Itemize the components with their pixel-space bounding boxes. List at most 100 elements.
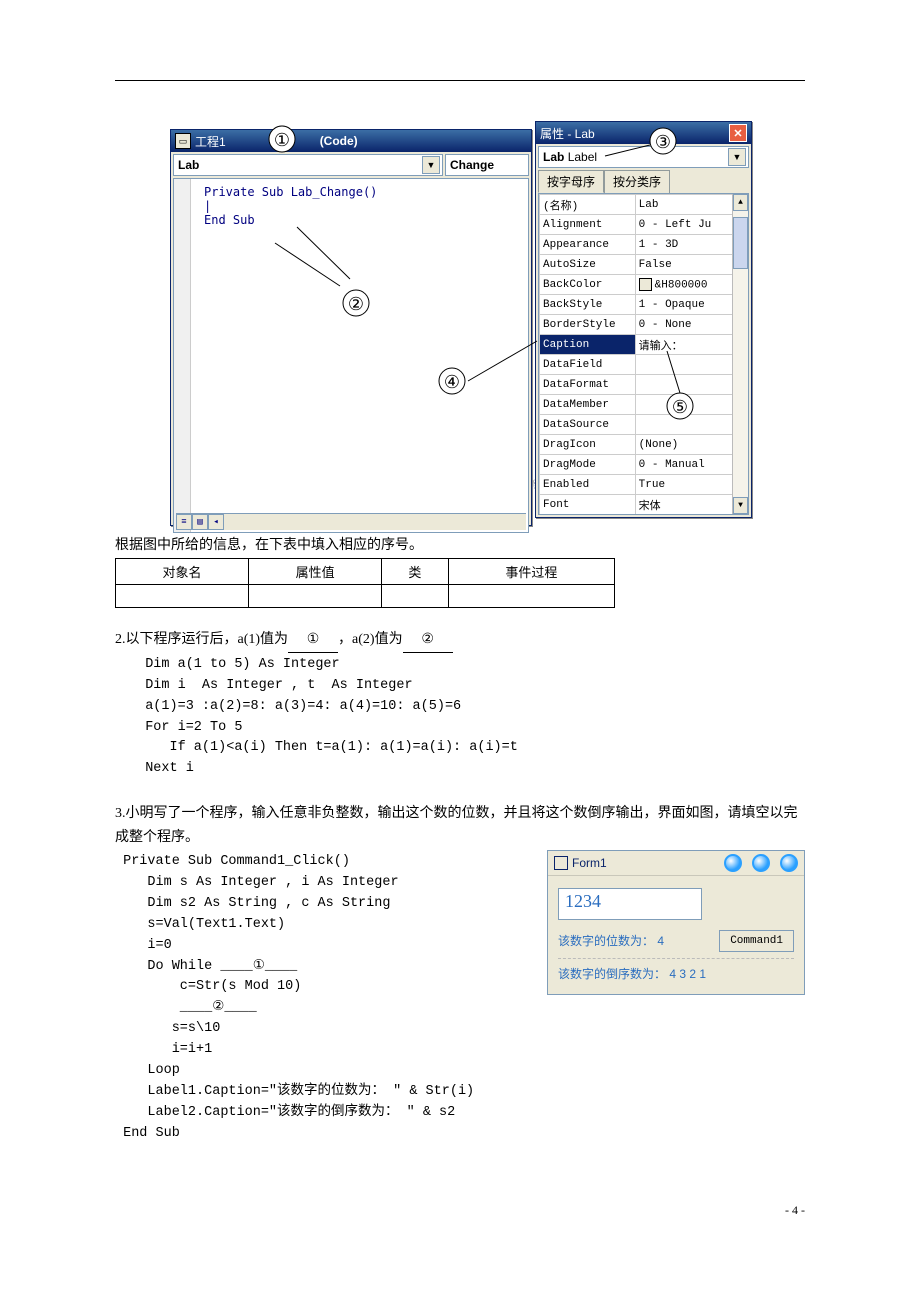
object-combo[interactable]: Lab ▼: [173, 154, 443, 176]
prop-row[interactable]: BorderStyle0 - None: [540, 315, 748, 335]
prop-value[interactable]: [635, 355, 747, 375]
prop-name: DataSource: [540, 415, 636, 435]
prop-name: BorderStyle: [540, 315, 636, 335]
prop-row[interactable]: Appearance1 - 3D: [540, 235, 748, 255]
separator: [558, 958, 794, 959]
view-proc-icon[interactable]: ▤: [192, 514, 208, 530]
form1-window: Form1 1234 该数字的位数为： 4 Command1 该数字的倒: [547, 850, 805, 995]
code-window-suffix: (Code): [226, 134, 382, 148]
prop-value[interactable]: False: [635, 255, 747, 275]
prop-value[interactable]: [635, 375, 747, 395]
prop-value[interactable]: Lab: [635, 195, 747, 215]
code-text: Private Sub Lab_Change() | End Sub: [204, 185, 526, 227]
prop-value[interactable]: 1 - Opaque: [635, 295, 747, 315]
col-propval: 属性值: [249, 559, 382, 585]
code-area[interactable]: Private Sub Lab_Change() | End Sub ≡ ▤ ◂: [173, 178, 529, 533]
code-gutter: [174, 179, 191, 532]
prop-value[interactable]: 0 - None: [635, 315, 747, 335]
code-window-title: 工程1: [195, 133, 226, 150]
chevron-down-icon[interactable]: ▼: [728, 148, 746, 166]
col-class: 类: [382, 559, 449, 585]
question-3-lead: 3.小明写了一个程序，输入任意非负整数，输出这个数的位数，并且将这个数倒序输出，…: [115, 802, 805, 850]
prop-row[interactable]: BackStyle1 - Opaque: [540, 295, 748, 315]
prop-value[interactable]: 0 - Left Ju: [635, 215, 747, 235]
prop-row[interactable]: DragIcon(None): [540, 435, 748, 455]
q2-code: Dim a(1 to 5) As Integer Dim i As Intege…: [129, 655, 805, 781]
scroll-down-icon[interactable]: ▼: [733, 497, 748, 514]
prop-value[interactable]: (None): [635, 435, 747, 455]
properties-window: 属性 - Lab ✕ Lab Label ▼ 按字母序 按分类序 (名称)Lab…: [535, 121, 752, 518]
prop-row[interactable]: DataFormat: [540, 375, 748, 395]
prop-value[interactable]: 1 - 3D: [635, 235, 747, 255]
table-row: 对象名 属性值 类 事件过程: [116, 559, 615, 585]
table-row: [116, 585, 615, 608]
question-3-body: Private Sub Command1_Click() Dim s As In…: [115, 850, 805, 1163]
proc-combo-text: Change: [450, 158, 494, 172]
q3-code: Private Sub Command1_Click() Dim s As In…: [115, 852, 519, 1145]
prop-value[interactable]: 请输入：: [635, 335, 747, 355]
prop-row[interactable]: DataSource: [540, 415, 748, 435]
color-chip-icon: [639, 278, 652, 291]
props-grid[interactable]: (名称)LabAlignment0 - Left JuAppearance1 -…: [538, 193, 749, 515]
q2-mid: ，a(2)值为: [338, 632, 403, 647]
label1-prefix: 该数字的位数为：: [558, 934, 654, 948]
form1-title: Form1: [572, 856, 607, 870]
label1-value: 4: [657, 934, 664, 948]
label2-text: 该数字的倒序数为： 4 3 2 1: [558, 965, 794, 982]
figure: ▭ 工程1 (Code) Lab ▼ Change Private Sub La…: [170, 121, 750, 526]
prop-row[interactable]: Caption请输入：: [540, 335, 748, 355]
prop-row[interactable]: EnabledTrue: [540, 475, 748, 495]
prop-value[interactable]: &H800000: [635, 275, 747, 295]
object-type: Label: [568, 150, 597, 164]
code-window: ▭ 工程1 (Code) Lab ▼ Change Private Sub La…: [170, 129, 532, 526]
combo-row: Lab ▼ Change: [171, 152, 531, 178]
prop-value[interactable]: 0 - Manual: [635, 455, 747, 475]
scroll-left-icon[interactable]: ◂: [208, 514, 224, 530]
scrollbar[interactable]: ▲ ▼: [732, 194, 748, 514]
prop-name: DataMember: [540, 395, 636, 415]
prop-row[interactable]: DragMode0 - Manual: [540, 455, 748, 475]
prop-row[interactable]: Alignment0 - Left Ju: [540, 215, 748, 235]
dot-icon: [752, 854, 770, 872]
object-combo-text: Lab: [178, 158, 199, 172]
prop-row[interactable]: Font宋体: [540, 495, 748, 515]
command1-button[interactable]: Command1: [719, 930, 794, 952]
form1-titlebar: Form1: [548, 851, 804, 876]
prop-row[interactable]: (名称)Lab: [540, 195, 748, 215]
prop-name: DataField: [540, 355, 636, 375]
prop-value[interactable]: 宋体: [635, 495, 747, 515]
prop-row[interactable]: AutoSizeFalse: [540, 255, 748, 275]
scroll-thumb[interactable]: [733, 217, 748, 269]
q2-lead: 2.以下程序运行后，a(1)值为: [115, 632, 288, 647]
props-titlebar: 属性 - Lab ✕: [536, 122, 751, 144]
prop-value[interactable]: [635, 395, 747, 415]
prop-row[interactable]: BackColor&H800000: [540, 275, 748, 295]
text1-input[interactable]: 1234: [558, 888, 702, 920]
prop-value[interactable]: [635, 415, 747, 435]
chevron-down-icon[interactable]: ▼: [422, 156, 440, 174]
q2-blank2: ②: [403, 628, 453, 653]
tab-alpha[interactable]: 按字母序: [538, 170, 604, 193]
form-icon: [554, 856, 568, 870]
question-2: 2.以下程序运行后，a(1)值为 ① ，a(2)值为 ②: [115, 628, 805, 653]
prop-name: DragIcon: [540, 435, 636, 455]
object-select[interactable]: Lab Label ▼: [538, 146, 749, 168]
prop-name: Alignment: [540, 215, 636, 235]
prop-name: (名称): [540, 195, 636, 215]
scroll-up-icon[interactable]: ▲: [733, 194, 748, 211]
proc-combo[interactable]: Change: [445, 154, 529, 176]
scroll-track[interactable]: [733, 211, 748, 497]
q2-blank1: ①: [288, 628, 338, 653]
tab-category[interactable]: 按分类序: [604, 170, 670, 193]
prop-name: BackColor: [540, 275, 636, 295]
view-full-icon[interactable]: ≡: [176, 514, 192, 530]
prop-row[interactable]: DataField: [540, 355, 748, 375]
prop-name: Enabled: [540, 475, 636, 495]
col-objname: 对象名: [116, 559, 249, 585]
prop-value[interactable]: True: [635, 475, 747, 495]
dot-icon: [780, 854, 798, 872]
form-icon: ▭: [175, 133, 191, 149]
prop-row[interactable]: DataMember: [540, 395, 748, 415]
props-tabs: 按字母序 按分类序: [538, 170, 749, 193]
close-icon[interactable]: ✕: [729, 124, 747, 142]
